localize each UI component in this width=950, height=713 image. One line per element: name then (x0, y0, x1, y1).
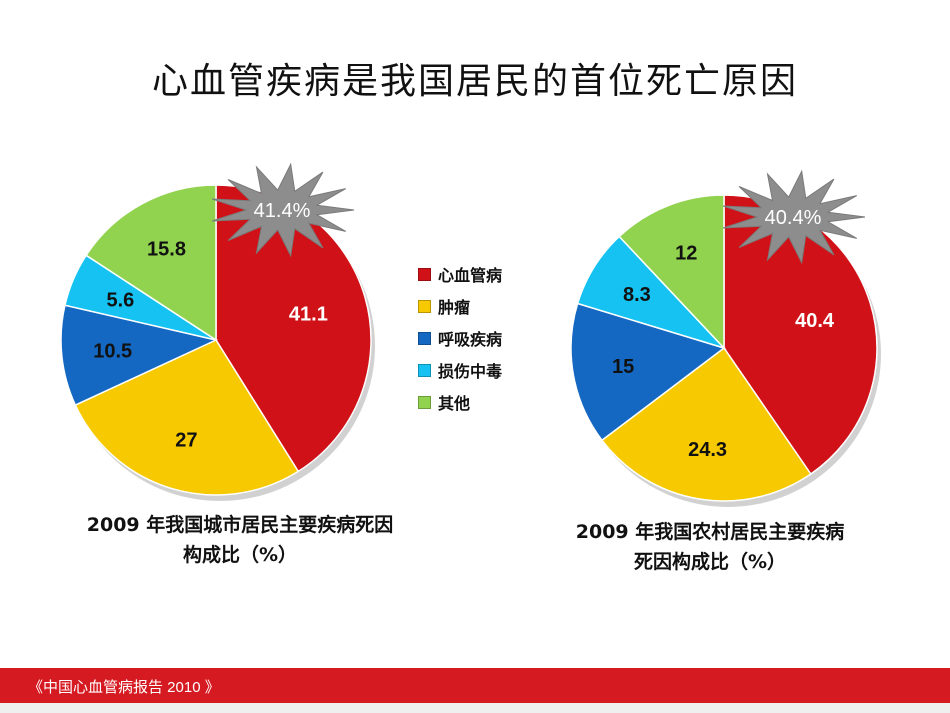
highlight-label: 41.4% (254, 200, 311, 222)
data-label-injury: 8.3 (623, 284, 651, 306)
pie-chart-rural: 40.4 24.3 15 8.3 12 40.4% (570, 169, 881, 507)
legend-swatch (418, 395, 431, 409)
legend-item-tumor: 肿瘤 (418, 290, 502, 322)
page-title: 心血管疾病是我国居民的首位死亡原因 (151, 61, 798, 102)
legend-item-cardiovascular: 心血管病 (418, 258, 502, 290)
data-label-other: 12 (675, 243, 697, 265)
legend-swatch (418, 267, 431, 281)
pie-chart-urban: 41.1 27 10.5 5.6 15.8 41.4% (60, 162, 375, 501)
footer-bar (0, 668, 950, 703)
legend-label: 其他 (438, 394, 471, 413)
highlight-label: 40.4% (765, 207, 822, 229)
footer-source: 《中国心血管病报告 2010 》 (28, 679, 220, 696)
pie-slice-other (85, 184, 217, 342)
data-label-respiratory: 15 (612, 356, 634, 378)
caption-line: 构成比（%） (182, 544, 298, 566)
caption-urban: 2009 年我国城市居民主要疾病死因 构成比（%） (50, 510, 430, 570)
legend-label: 呼吸疾病 (438, 330, 503, 349)
legend-swatch (418, 299, 431, 313)
legend-item-respiratory: 呼吸疾病 (418, 322, 502, 354)
legend: 心血管病 肿瘤 呼吸疾病 损伤中毒 其他 (418, 258, 502, 418)
legend-label: 心血管病 (438, 266, 503, 285)
data-label-cardiovascular: 41.1 (289, 304, 328, 326)
legend-label: 损伤中毒 (438, 362, 503, 381)
legend-swatch (418, 331, 431, 345)
highlight-starburst (722, 169, 866, 265)
pie-slice-other (618, 194, 725, 350)
caption-rural: 2009 年我国农村居民主要疾病 死因构成比（%） (530, 517, 890, 577)
legend-swatch (418, 363, 431, 377)
legend-item-injury: 损伤中毒 (418, 354, 502, 386)
pie-slice-respiratory (570, 302, 726, 442)
pie-slice-tumor (600, 346, 812, 502)
data-label-other: 15.8 (147, 239, 186, 261)
pie-slice-tumor (74, 339, 300, 496)
legend-item-other: 其他 (418, 386, 502, 418)
caption-line: 2009 年我国农村居民主要疾病 (575, 521, 845, 543)
data-label-cardiovascular: 40.4 (795, 310, 835, 332)
data-label-tumor: 27 (175, 430, 197, 452)
caption-line: 2009 年我国城市居民主要疾病死因 (86, 514, 394, 536)
pie-slice-respiratory (60, 304, 219, 407)
legend-label: 肿瘤 (438, 298, 471, 317)
footer-shadow (0, 703, 950, 713)
data-label-injury: 5.6 (106, 289, 134, 311)
caption-line: 死因构成比（%） (633, 551, 787, 573)
highlight-starburst (211, 162, 355, 258)
data-label-respiratory: 10.5 (93, 341, 132, 363)
data-label-tumor: 24.3 (688, 439, 727, 461)
